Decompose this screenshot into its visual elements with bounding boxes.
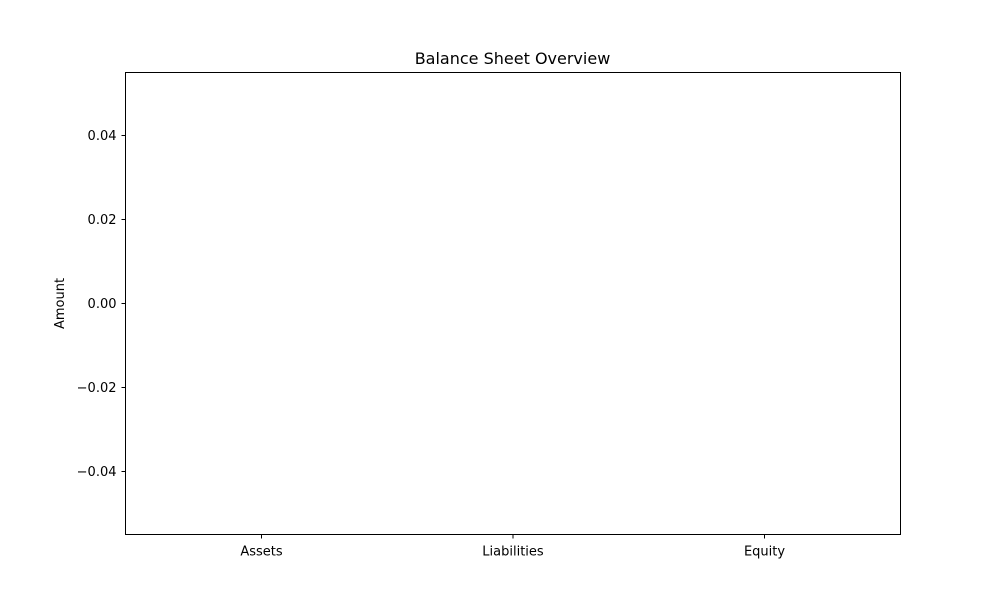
x-tick-label: Equity (744, 545, 785, 560)
y-axis-ticks: −0.04 −0.02 0.00 0.02 0.04 (77, 129, 126, 480)
plot-area-frame (125, 72, 901, 535)
chart-title: Balance Sheet Overview (415, 49, 611, 68)
y-tick-label: −0.04 (77, 465, 117, 480)
y-tick-label: −0.02 (77, 381, 117, 396)
x-tick-label: Liabilities (482, 545, 544, 560)
y-tick-label: 0.02 (88, 213, 117, 228)
x-axis-ticks: Assets Liabilities Equity (240, 534, 785, 560)
y-axis-label: Amount (53, 278, 68, 329)
y-tick-label: 0.04 (88, 129, 117, 144)
x-tick-label: Assets (240, 545, 283, 560)
y-tick-label: 0.00 (88, 297, 117, 312)
